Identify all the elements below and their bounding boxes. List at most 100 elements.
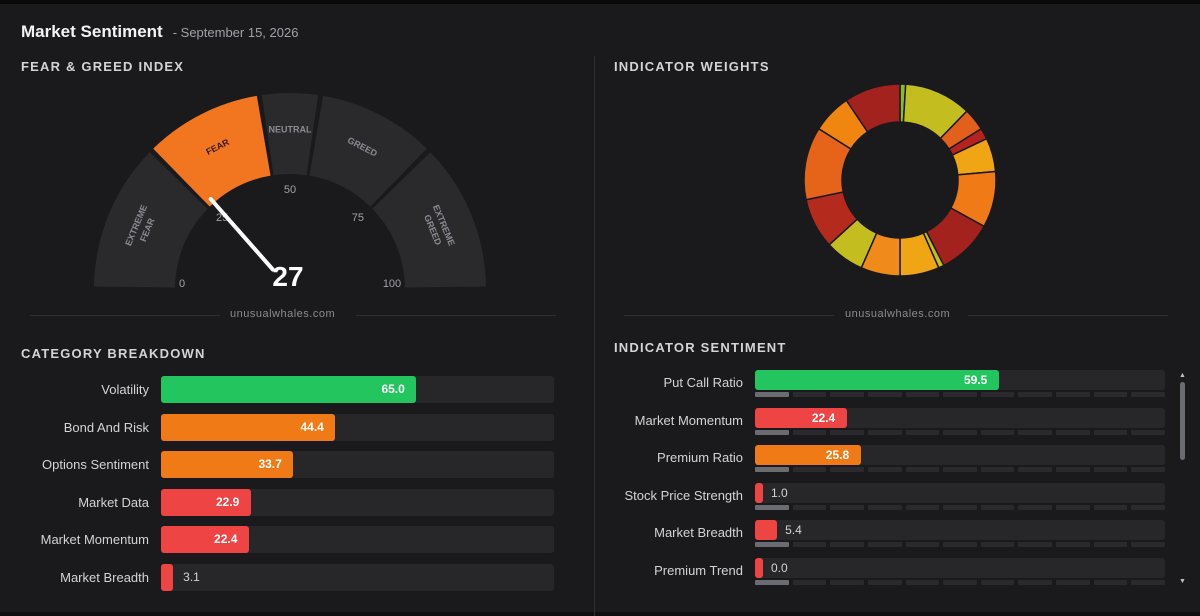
weight-segment — [980, 542, 1015, 547]
category-label: Market Momentum — [40, 532, 149, 547]
indicator-value: 0.0 — [771, 560, 788, 575]
indicator-bar-fill — [755, 445, 861, 465]
header: Market Sentiment - September 15, 2026 — [21, 22, 298, 42]
weight-segment — [943, 504, 977, 510]
weight-segment — [943, 429, 977, 435]
weight-segment — [1131, 467, 1166, 472]
category-bar-fill — [161, 526, 250, 553]
indicator-scrollbar[interactable]: ▲ ▼ — [1179, 372, 1186, 585]
indicator-weight-segments — [755, 579, 1166, 585]
weight-segment — [1131, 392, 1166, 397]
weight-segment — [905, 429, 940, 435]
weight-segment — [1056, 579, 1090, 585]
gauge-zone-greed — [309, 95, 427, 207]
weight-segment — [867, 504, 902, 510]
indicator-value: 59.5 — [963, 373, 988, 387]
indicator-label: Premium Ratio — [657, 450, 743, 465]
weight-segment — [1093, 579, 1128, 585]
gauge-tick-label: 50 — [284, 184, 296, 196]
weight-segment — [1093, 542, 1128, 547]
category-bar-track: 65.0 — [161, 376, 554, 403]
weight-segment — [980, 429, 1015, 435]
svg-text:NEUTRAL: NEUTRAL — [269, 125, 312, 135]
indicator-row[interactable]: Premium Trend 0.0 — [600, 557, 1170, 592]
weight-segment — [1131, 542, 1166, 547]
page-date: - September 15, 2026 — [172, 25, 299, 40]
fear-greed-title: FEAR & GREED INDEX — [21, 59, 185, 74]
weight-segment — [1093, 504, 1128, 510]
weight-segment — [1056, 542, 1090, 547]
category-label: Market Breadth — [60, 569, 149, 585]
indicator-label: Market Breadth — [654, 525, 743, 540]
category-breakdown-title: CATEGORY BREAKDOWN — [21, 346, 206, 361]
category-row: Options Sentiment 33.7 — [0, 451, 560, 479]
donut-slice[interactable] — [845, 84, 901, 133]
weight-segment — [867, 467, 902, 472]
weight-segment — [830, 392, 864, 397]
weight-segment — [1131, 579, 1166, 585]
weight-segment — [1018, 542, 1053, 547]
indicator-bar-fill — [755, 557, 763, 578]
watermark: unusualwhales.com — [230, 308, 336, 320]
indicator-label: Premium Trend — [654, 562, 743, 578]
weight-segment — [1018, 579, 1053, 585]
category-label: Options Sentiment — [42, 457, 149, 472]
indicator-row[interactable]: Premium Ratio 25.8 — [600, 445, 1170, 479]
weight-segment — [1056, 504, 1090, 510]
category-bar-fill — [161, 413, 336, 441]
category-bar-track: 44.4 — [161, 413, 554, 441]
gauge-tick-label: 0 — [179, 278, 185, 290]
watermark-line-left-2 — [624, 315, 834, 316]
indicator-bar-track: 1.0 — [755, 482, 1165, 503]
scroll-thumb[interactable] — [1180, 382, 1185, 460]
weight-segment — [1056, 392, 1090, 397]
weight-segment — [755, 429, 789, 435]
indicator-row[interactable]: Market Breadth 5.4 — [600, 520, 1170, 554]
indicator-row[interactable]: Market Momentum 22.4 — [600, 407, 1170, 442]
indicator-weight-segments — [755, 429, 1166, 435]
weight-segment — [792, 542, 827, 547]
gauge-value: 27 — [272, 261, 303, 292]
weight-segment — [905, 579, 940, 585]
category-bar-fill — [161, 563, 174, 591]
page-title: Market Sentiment — [21, 22, 163, 41]
weight-segment — [980, 579, 1015, 585]
weight-segment — [905, 392, 940, 397]
indicator-value: 22.4 — [811, 410, 836, 425]
category-bar-track: 22.9 — [161, 488, 554, 516]
scroll-down-icon[interactable]: ▼ — [1179, 578, 1186, 585]
weight-segment — [980, 392, 1015, 397]
weight-segment — [830, 542, 864, 547]
indicator-bar-fill — [755, 482, 763, 503]
weight-segment — [830, 467, 864, 472]
weight-segment — [830, 579, 864, 585]
scroll-up-icon[interactable]: ▲ — [1179, 372, 1186, 379]
category-value: 3.1 — [183, 569, 200, 584]
weight-segment — [755, 579, 789, 585]
weight-segment — [943, 392, 977, 397]
indicator-row[interactable]: Stock Price Strength 1.0 — [600, 482, 1170, 517]
gauge-zone-label: NEUTRAL — [269, 125, 312, 135]
indicator-value: 25.8 — [825, 448, 850, 462]
category-bar-track: 22.4 — [161, 526, 554, 553]
indicator-weight-segments — [755, 504, 1166, 510]
indicator-bar-fill — [755, 520, 778, 540]
indicator-row[interactable]: Put Call Ratio 59.5 — [600, 370, 1170, 404]
weight-segment — [980, 467, 1015, 472]
category-label: Market Data — [78, 494, 149, 510]
category-value: 33.7 — [258, 457, 282, 471]
category-value: 65.0 — [381, 382, 405, 396]
category-value: 22.9 — [215, 494, 240, 509]
indicator-value: 1.0 — [771, 485, 788, 500]
weight-segment — [1093, 429, 1128, 435]
indicator-label: Put Call Ratio — [663, 375, 743, 390]
indicator-bar-track: 5.4 — [755, 520, 1165, 540]
category-row: Market Momentum 22.4 — [0, 526, 560, 554]
indicator-bar-track: 0.0 — [755, 557, 1165, 578]
indicator-weights-title: INDICATOR WEIGHTS — [614, 59, 770, 74]
category-bar-track: 33.7 — [161, 451, 554, 478]
gauge-zone-fear — [153, 95, 271, 207]
weight-segment — [755, 392, 789, 397]
indicator-weight-segments — [755, 467, 1166, 472]
category-row: Market Breadth 3.1 — [0, 563, 560, 592]
